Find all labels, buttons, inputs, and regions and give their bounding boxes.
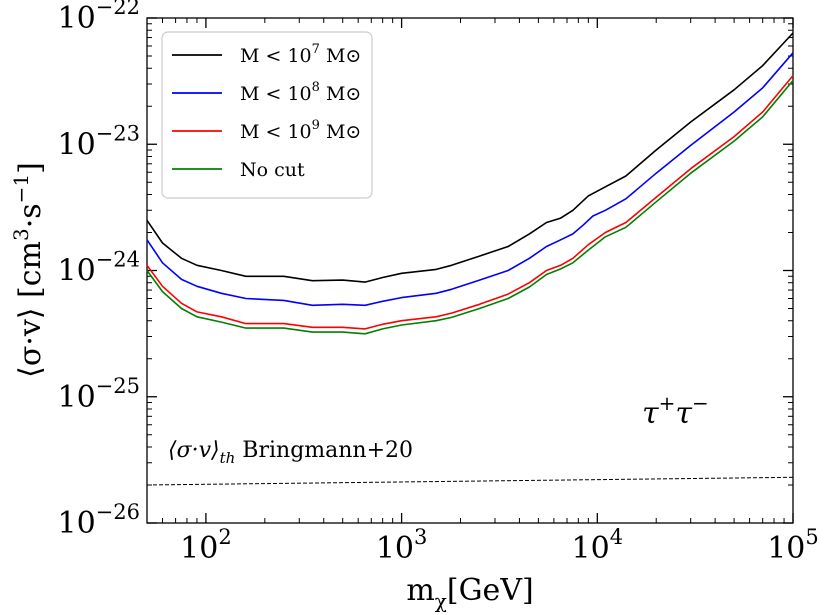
- y-axis-title: ⟨σ·v⟩ [cm3·s−1]: [9, 162, 48, 378]
- legend-label: M < 109 M⊙: [240, 118, 361, 143]
- legend: M < 107 M⊙ M < 108 M⊙ M < 109 M⊙ No cut: [161, 31, 373, 199]
- series-line-4: [146, 79, 794, 335]
- y-tick-label: 10−25: [57, 374, 140, 415]
- minor-ticks: [146, 18, 793, 523]
- y-tick-label: 10−23: [57, 121, 140, 162]
- tick-labels: 102 103 104 105 10−26 10−25 10−24 10−23 10−22: [57, 0, 818, 566]
- y-tick-label: 10−24: [57, 248, 140, 289]
- series-line-2: [146, 52, 794, 307]
- legend-label: M < 107 M⊙: [240, 42, 361, 67]
- x-tick-label: 102: [180, 525, 232, 566]
- x-tick-label: 105: [767, 525, 819, 566]
- legend-label: No cut: [240, 159, 305, 181]
- legend-entries: M < 107 M⊙ M < 108 M⊙ M < 109 M⊙ No cut: [172, 42, 361, 181]
- channel-label: τ+τ−: [642, 391, 709, 431]
- major-ticks: [147, 17, 794, 524]
- reference-line-label: ⟨σ·v⟩th Bringmann+20: [168, 438, 413, 467]
- x-tick-label: 103: [376, 525, 428, 566]
- y-tick-label: 10−26: [57, 500, 140, 541]
- legend-label: M < 108 M⊙: [240, 80, 361, 105]
- x-tick-label: 104: [572, 525, 624, 566]
- series-line-3: [146, 75, 794, 330]
- series-lines: [146, 32, 794, 335]
- x-axis-title: mχ[GeV]: [406, 573, 533, 613]
- legend-box: [161, 31, 373, 199]
- series-line-1: [146, 32, 794, 283]
- y-tick-label: 10−22: [57, 0, 140, 36]
